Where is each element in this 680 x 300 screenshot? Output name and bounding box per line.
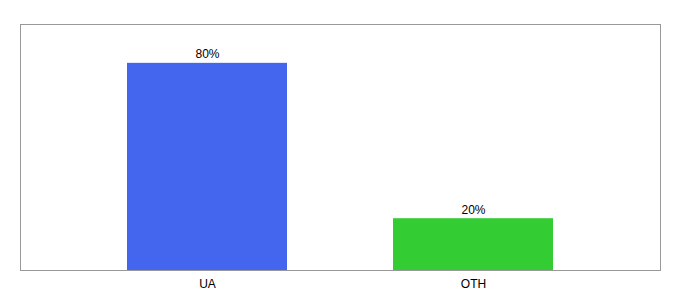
svg-text:UA: UA — [199, 277, 216, 291]
svg-text:20%: 20% — [461, 203, 485, 217]
svg-text:80%: 80% — [195, 47, 219, 61]
svg-text:OTH: OTH — [461, 277, 486, 291]
